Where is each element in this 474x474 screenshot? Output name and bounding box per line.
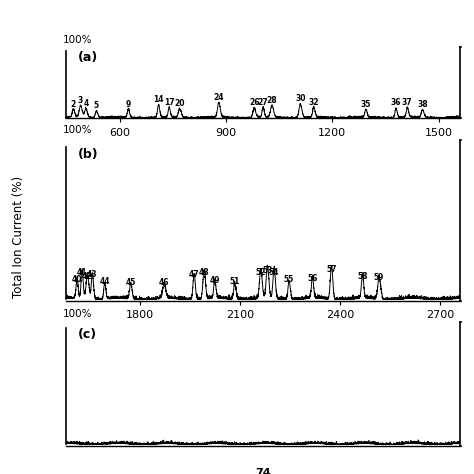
Text: 100%: 100%: [63, 309, 92, 319]
Text: Total Ion Current (%): Total Ion Current (%): [12, 176, 26, 298]
Text: 41: 41: [77, 268, 87, 277]
Text: 56: 56: [307, 274, 318, 283]
Text: 100%: 100%: [63, 35, 92, 45]
Text: 20: 20: [174, 99, 185, 108]
Text: 53: 53: [262, 266, 273, 275]
Text: 30: 30: [295, 94, 306, 103]
Text: 28: 28: [266, 96, 277, 105]
Text: 14: 14: [153, 95, 164, 104]
Text: 2: 2: [71, 100, 76, 109]
Text: 9: 9: [126, 100, 131, 109]
Text: 38: 38: [417, 100, 428, 109]
Text: 52: 52: [255, 268, 266, 277]
Text: 55: 55: [284, 275, 294, 284]
Text: (c): (c): [78, 328, 97, 341]
Text: 100%: 100%: [63, 125, 92, 135]
Text: 46: 46: [159, 278, 169, 287]
Text: 4: 4: [83, 99, 89, 108]
Text: 44: 44: [100, 277, 110, 286]
Text: (a): (a): [78, 51, 99, 64]
Text: 17: 17: [164, 98, 174, 107]
Text: 59: 59: [374, 273, 384, 282]
Text: 5: 5: [94, 101, 99, 110]
Text: 43: 43: [87, 270, 98, 279]
Text: 45: 45: [126, 278, 136, 287]
Text: 47: 47: [189, 270, 200, 279]
Text: 51: 51: [229, 277, 240, 286]
Text: (b): (b): [78, 148, 99, 161]
Text: 54: 54: [269, 268, 279, 277]
Text: 40: 40: [72, 275, 82, 284]
Text: 49: 49: [210, 276, 220, 285]
Text: 27: 27: [258, 98, 268, 107]
Text: 3: 3: [78, 96, 83, 105]
Text: 57: 57: [326, 265, 337, 274]
Text: 26: 26: [249, 99, 259, 108]
Text: 37: 37: [402, 99, 413, 108]
Text: 42: 42: [82, 272, 92, 281]
Text: 58: 58: [357, 272, 368, 281]
Text: 74: 74: [255, 468, 271, 474]
Text: 48: 48: [199, 268, 210, 277]
Text: 35: 35: [361, 100, 371, 109]
Text: 32: 32: [309, 98, 319, 107]
Text: 24: 24: [213, 93, 224, 102]
Text: 36: 36: [391, 99, 401, 108]
